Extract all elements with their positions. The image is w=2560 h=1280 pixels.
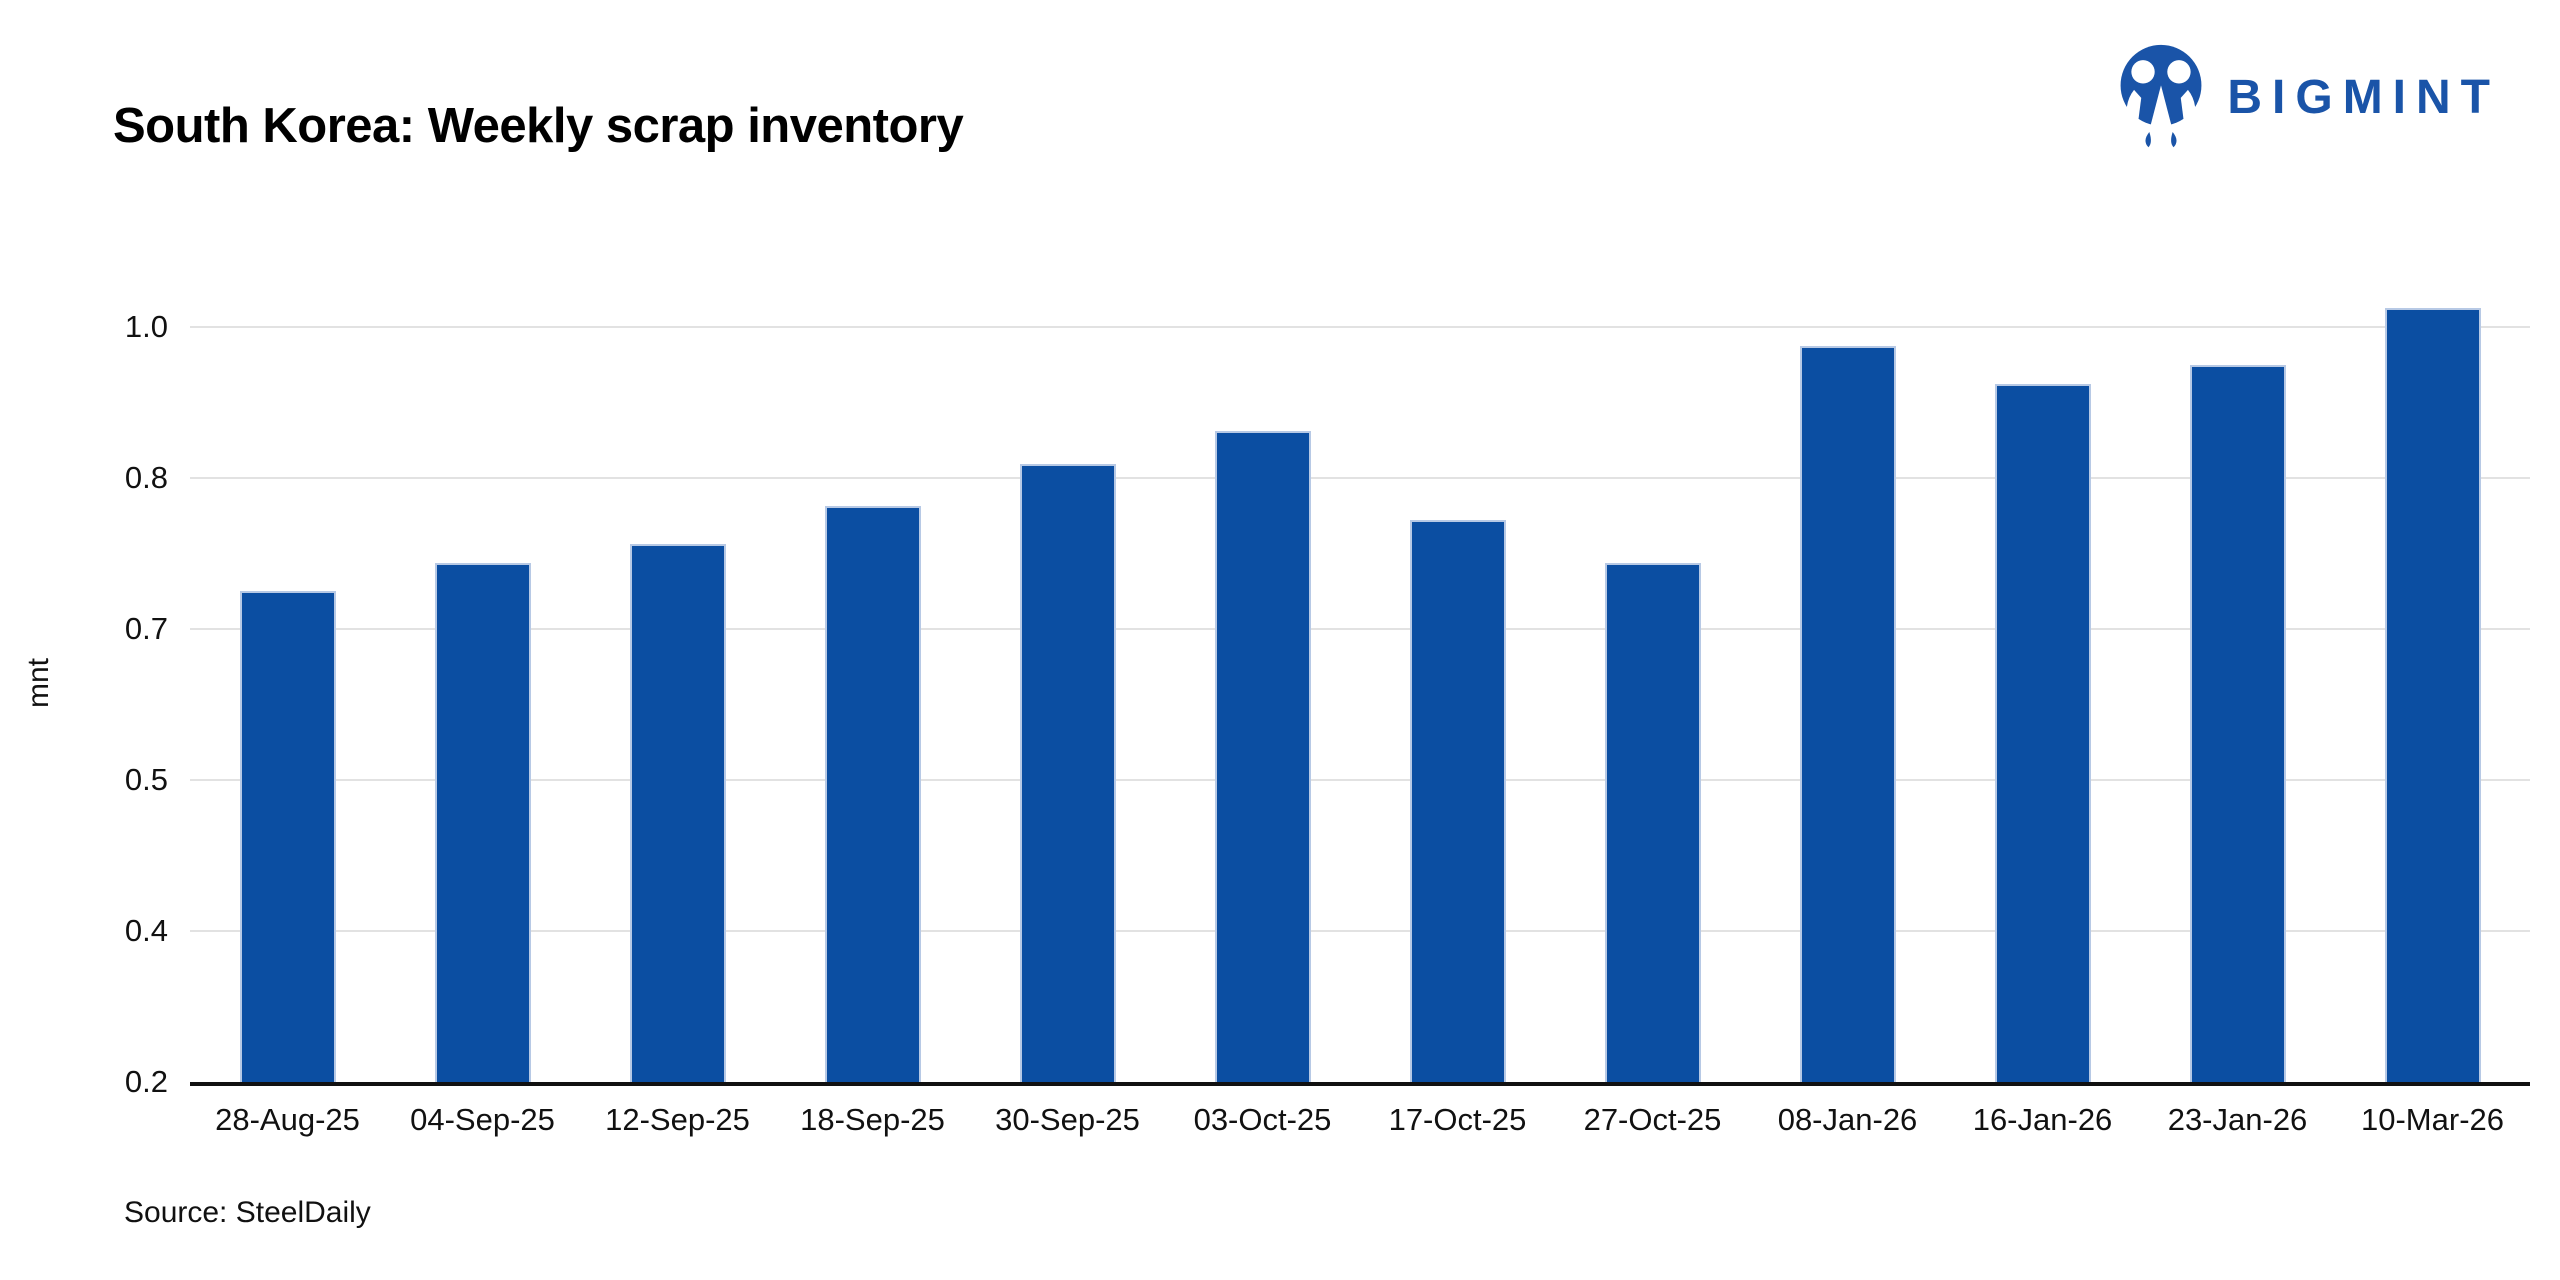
y-tick-label: 0.4 — [124, 913, 168, 948]
bar — [629, 544, 726, 1082]
x-tick-label: 23-Jan-26 — [2167, 1102, 2308, 1137]
y-tick-label: 0.7 — [124, 611, 168, 646]
x-tick-label: 27-Oct-25 — [1583, 1102, 1722, 1137]
bar-column — [2335, 308, 2530, 1082]
source-note: Source: SteelDaily — [124, 1196, 371, 1229]
x-tick-label: 16-Jan-26 — [1972, 1102, 2113, 1137]
bar-column — [970, 463, 1165, 1082]
bar-column — [1750, 345, 1945, 1082]
gridline — [190, 930, 2530, 932]
bar — [1214, 430, 1311, 1082]
bar-column — [2140, 364, 2335, 1082]
y-axis-title: mnt — [22, 658, 55, 709]
x-tick-label: 10-Mar-26 — [2361, 1102, 2504, 1137]
x-tick-label: 08-Jan-26 — [1777, 1102, 1918, 1137]
gridline — [190, 477, 2530, 479]
y-tick-label: 0.2 — [124, 1064, 168, 1099]
x-tick-label: 03-Oct-25 — [1193, 1102, 1332, 1137]
bar-column — [1165, 430, 1360, 1082]
gridline — [190, 326, 2530, 328]
y-tick-label: 0.5 — [124, 762, 168, 797]
bar — [1409, 520, 1506, 1082]
bar-column — [1555, 562, 1750, 1082]
x-tick-label: 18-Sep-25 — [800, 1102, 945, 1137]
y-tick-label: 0.8 — [124, 460, 168, 495]
bar — [1994, 383, 2091, 1082]
bar — [1019, 463, 1116, 1082]
x-tick-label: 17-Oct-25 — [1388, 1102, 1527, 1137]
bar — [2189, 364, 2286, 1082]
bar — [434, 562, 531, 1082]
bar-column — [190, 591, 385, 1082]
bar — [2384, 308, 2481, 1082]
bar-column — [580, 544, 775, 1082]
bar-series — [190, 290, 2530, 1082]
page-title: South Korea: Weekly scrap inventory — [113, 99, 964, 153]
bigmint-logo-icon — [2120, 44, 2202, 148]
x-tick-label: 04-Sep-25 — [410, 1102, 555, 1137]
bar — [1799, 345, 1896, 1082]
bar — [1604, 562, 1701, 1082]
brand-name: BIGMINT — [2227, 70, 2500, 124]
bigmint-logo[interactable]: BIGMINT — [2115, 44, 2500, 150]
bar-column — [1945, 383, 2140, 1082]
bar-column — [385, 562, 580, 1082]
x-tick-label: 12-Sep-25 — [605, 1102, 750, 1137]
bar — [824, 506, 921, 1082]
chart-plot: 0.2 0.4 0.5 0.7 0.8 1.0 — [125, 290, 2530, 1099]
bar — [239, 591, 336, 1082]
y-tick-label: 1.0 — [124, 309, 168, 344]
gridline — [190, 779, 2530, 781]
gridline — [190, 628, 2530, 630]
bar-column — [1360, 520, 1555, 1082]
x-tick-label: 30-Sep-25 — [995, 1102, 1140, 1137]
x-axis-labels: 28-Aug-25 04-Sep-25 12-Sep-25 18-Sep-25 30-S… — [190, 1102, 2530, 1138]
x-tick-label: 28-Aug-25 — [215, 1102, 360, 1137]
bar-column — [775, 506, 970, 1082]
